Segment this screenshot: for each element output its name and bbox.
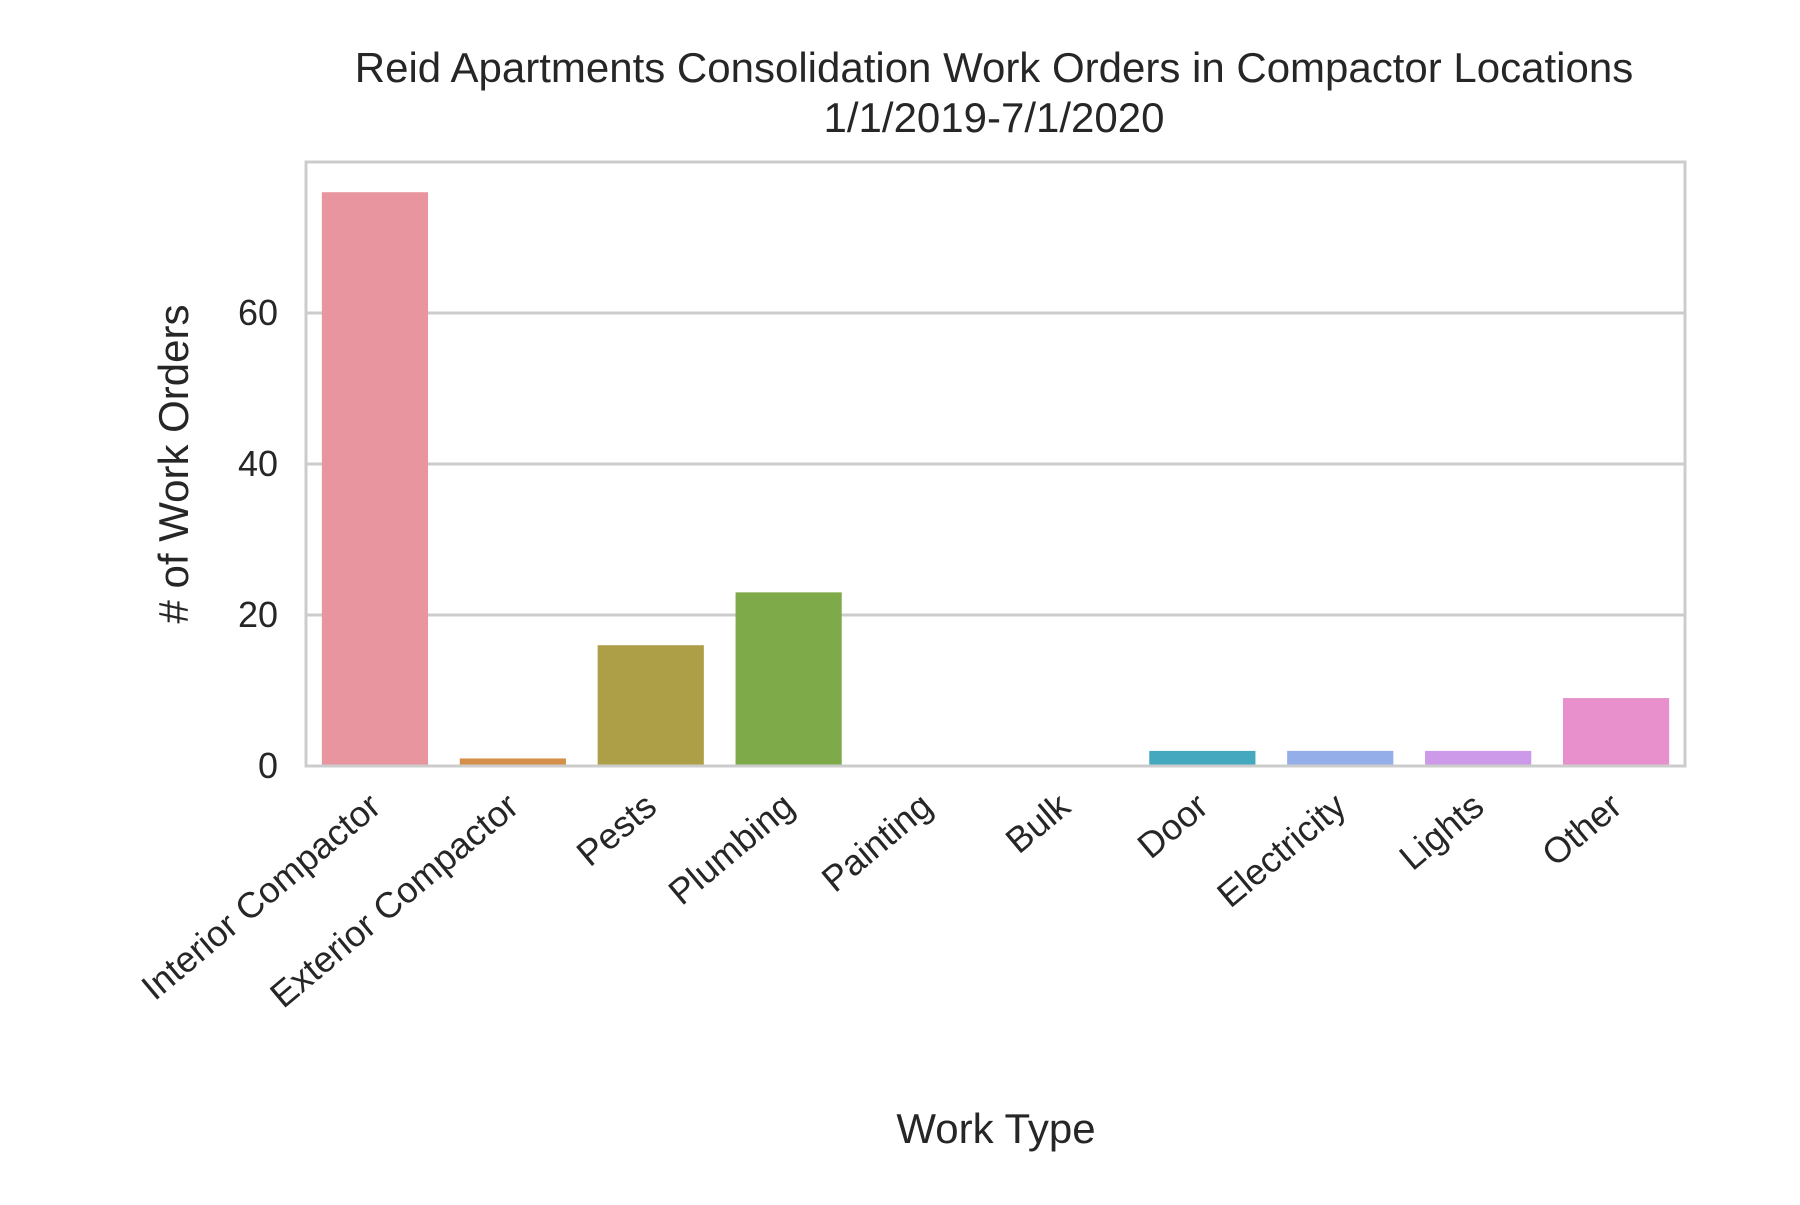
- chart-title: Reid Apartments Consolidation Work Order…: [355, 44, 1633, 91]
- x-tick-label: Painting: [814, 785, 940, 900]
- x-tick-label: Electricity: [1209, 785, 1353, 915]
- plot-frame: [304, 160, 1687, 768]
- x-tick-label: Exterior Compactor: [262, 785, 526, 1016]
- y-tick-label: 20: [238, 594, 278, 635]
- y-tick-label: 0: [258, 745, 278, 786]
- bars: [321, 192, 1670, 766]
- gridlines: [306, 311, 1685, 617]
- bar-other: [1562, 698, 1670, 766]
- x-tick-label: Pests: [569, 785, 664, 874]
- bar-lights: [1425, 750, 1532, 766]
- chart-subtitle: 1/1/2019-7/1/2020: [824, 94, 1165, 141]
- x-tick-label: Lights: [1391, 785, 1491, 878]
- x-tick-label: Bulk: [998, 784, 1079, 861]
- bar-door: [1149, 750, 1256, 766]
- bar-plumbing: [735, 592, 842, 766]
- y-tick-label: 40: [238, 443, 278, 484]
- x-tick-label: Door: [1129, 785, 1215, 867]
- x-tick-label: Other: [1534, 785, 1629, 874]
- bar-pests: [597, 645, 704, 766]
- x-axis-label: Work Type: [896, 1105, 1095, 1152]
- bar-electricity: [1287, 750, 1394, 766]
- bar-exterior-compactor: [459, 758, 566, 766]
- x-tick-label: Interior Compactor: [133, 785, 388, 1008]
- bar-interior-compactor: [321, 192, 429, 766]
- x-tick-label: Plumbing: [660, 785, 801, 913]
- y-tick-label: 60: [238, 292, 278, 333]
- y-axis-label: # of Work Orders: [150, 305, 197, 624]
- y-tick-labels: 0 20 40 60: [238, 292, 278, 786]
